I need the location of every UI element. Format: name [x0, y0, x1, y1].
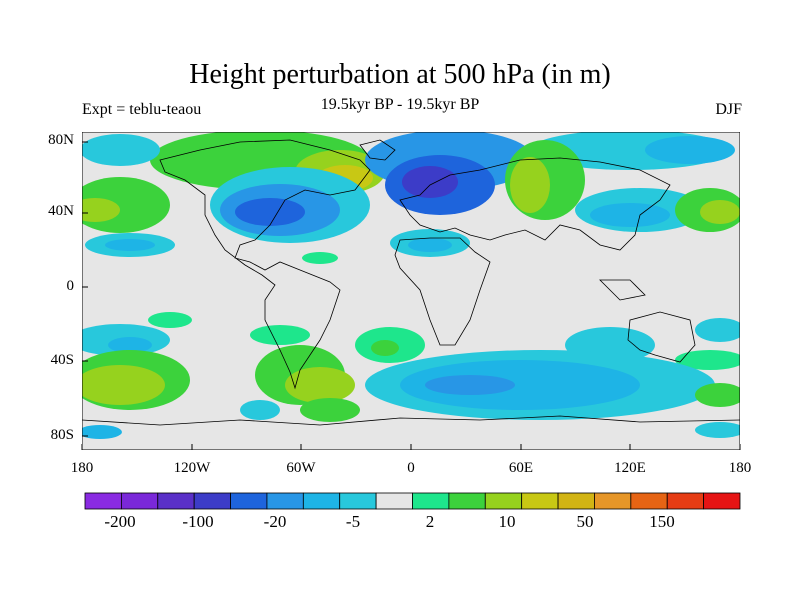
- axis-ticks: [81, 141, 741, 450]
- lon-label-0: 0: [407, 460, 415, 476]
- lon-label-120e: 120E: [614, 460, 646, 476]
- colorbar-swatch: [266, 492, 304, 510]
- colorbar-label: -20: [263, 512, 287, 531]
- colorbar-swatch: [484, 492, 523, 510]
- plot-title: Height perturbation at 500 hPa (in m): [189, 59, 611, 90]
- lon-label-180e: 180: [728, 460, 752, 476]
- colorbar-swatch: [339, 492, 377, 510]
- colorbar-swatch: [557, 492, 595, 510]
- lat-label-80s: 80S: [50, 427, 74, 443]
- colorbar-swatch: [521, 492, 559, 510]
- colorbar-swatch: [120, 492, 159, 510]
- experiment-label: Expt = teblu-teaou: [82, 101, 202, 118]
- colorbar-swatch: [375, 492, 413, 510]
- lon-label-180w: 180: [70, 460, 94, 476]
- colorbar-label: -100: [182, 512, 214, 531]
- colorbar-label: 50: [576, 512, 594, 531]
- colorbar-swatch: [594, 492, 632, 510]
- lon-label-60w: 60W: [286, 460, 316, 476]
- lon-label-120w: 120W: [173, 460, 211, 476]
- colorbar-label: -200: [104, 512, 136, 531]
- lat-label-40n: 40N: [48, 203, 74, 219]
- lat-label-40s: 40S: [50, 352, 74, 368]
- colorbar-swatch: [157, 492, 195, 510]
- colorbar-swatch: [193, 492, 231, 510]
- colorbar-swatch: [230, 492, 268, 510]
- colorbar: [84, 492, 741, 510]
- map-field: [82, 132, 740, 450]
- lon-label-60e: 60E: [508, 460, 534, 476]
- colorbar-label: -5: [345, 512, 361, 531]
- colorbar-swatch: [630, 492, 668, 510]
- lat-label-80n: 80N: [48, 132, 74, 148]
- colorbar-swatch: [703, 492, 741, 510]
- colorbar-swatch: [666, 492, 705, 510]
- period-label: 19.5kyr BP - 19.5kyr BP: [320, 96, 480, 113]
- colorbar-label: 150: [649, 512, 675, 531]
- season-label: DJF: [715, 101, 742, 118]
- colorbar-swatch: [412, 492, 450, 510]
- lat-label-0: 0: [66, 278, 75, 294]
- colorbar-swatch: [302, 492, 341, 510]
- colorbar-label: 2: [425, 512, 435, 531]
- colorbar-label: 10: [498, 512, 516, 531]
- colorbar-swatch: [84, 492, 122, 510]
- colorbar-swatch: [448, 492, 486, 510]
